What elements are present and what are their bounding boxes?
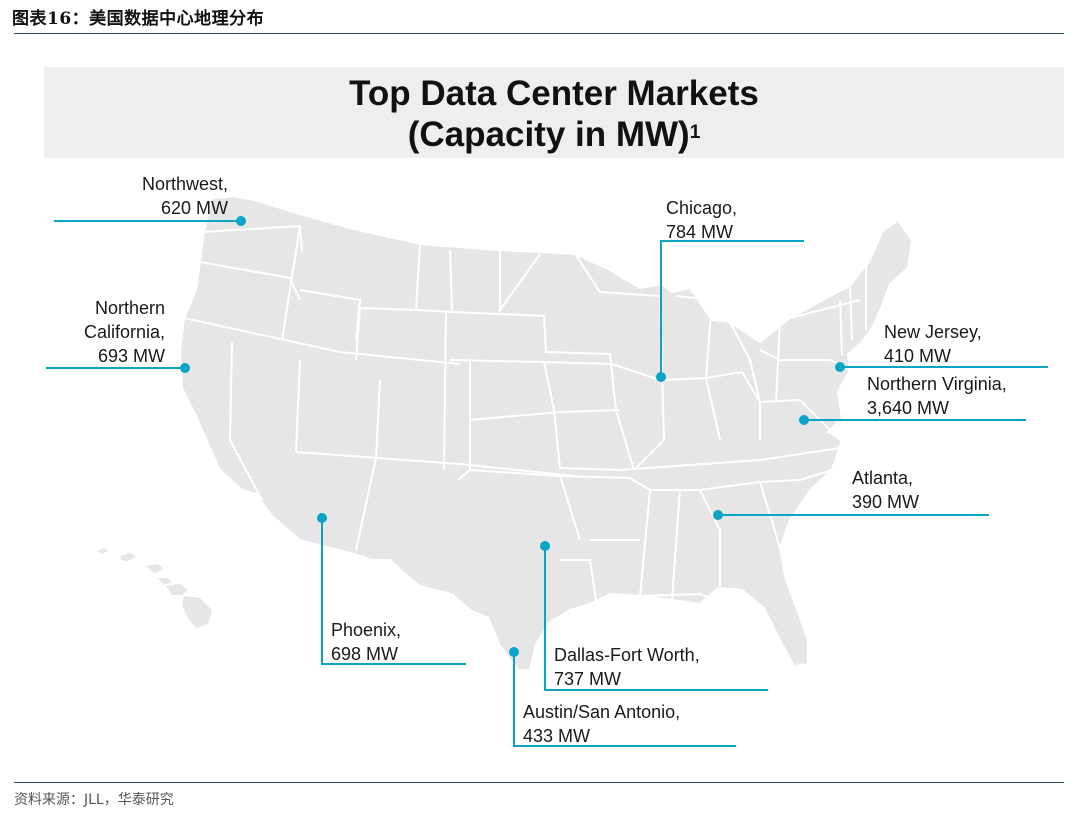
source-note: 资料来源：JLL，华泰研究 [14, 792, 174, 808]
hawaii-island-4 [158, 578, 172, 585]
label-northern-california-capacity: 693 MW [97, 346, 165, 366]
label-phoenix-name: Phoenix, [331, 620, 402, 640]
label-dallas-fort-worth: Dallas-Fort Worth, 737 MW [554, 643, 700, 691]
callout-line-dallas-fort-worth [544, 546, 768, 691]
market-dot-phoenix [317, 513, 327, 523]
market-dot-chicago [656, 372, 666, 382]
market-dot-atlanta [713, 510, 723, 520]
map-title-banner: Top Data Center Markets (Capacity in MW)… [44, 67, 1064, 158]
market-dot-new-jersey [835, 362, 845, 372]
market-dot-dallas-fort-worth [540, 541, 550, 551]
callout-line-phoenix [321, 518, 466, 665]
label-atlanta-capacity: 390 MW [852, 492, 920, 512]
label-austin-san-antonio: Austin/San Antonio, 433 MW [523, 700, 680, 748]
map-title: Top Data Center Markets (Capacity in MW)… [44, 73, 1064, 155]
top-rule [14, 33, 1064, 34]
hawaii-island-big [182, 596, 212, 628]
label-new-jersey: New Jersey, 410 MW [884, 320, 982, 368]
map-title-line2-text: (Capacity in MW) [407, 115, 690, 154]
hawaii-island-2 [120, 553, 136, 561]
map-title-line2: (Capacity in MW)1 [44, 114, 1064, 155]
label-phoenix-capacity: 698 MW [331, 644, 399, 664]
label-austin-san-antonio-name: Austin/San Antonio, [523, 702, 681, 722]
label-northern-california-name-1: Northern [94, 298, 165, 318]
state-borders [183, 224, 867, 605]
figure-title-text: 美国数据中心地理分布 [89, 9, 265, 29]
label-chicago-capacity: 784 MW [666, 222, 734, 242]
map-title-line1: Top Data Center Markets [349, 74, 759, 113]
market-dot-northern-california [180, 363, 190, 373]
figure-label: 图表16： [12, 9, 90, 29]
callout-line-austin-san-antonio [513, 652, 736, 747]
label-northwest-capacity: 620 MW [160, 198, 228, 218]
hawaii-island-3 [146, 564, 164, 573]
label-northern-virginia: Northern Virginia, 3,640 MW [867, 372, 1007, 420]
label-new-jersey-capacity: 410 MW [884, 346, 952, 366]
map-title-footnote: 1 [689, 122, 701, 143]
market-dot-northwest [236, 216, 246, 226]
label-phoenix: Phoenix, 698 MW [331, 618, 401, 666]
figure-title: 图表16：美国数据中心地理分布 [12, 4, 264, 29]
label-new-jersey-name: New Jersey, [884, 322, 982, 342]
hawaii-island-1 [97, 548, 108, 554]
market-callouts [46, 216, 1048, 747]
contiguous-us-shape [178, 194, 914, 671]
label-northwest: Northwest, 620 MW [142, 172, 228, 220]
label-atlanta: Atlanta, 390 MW [852, 466, 919, 514]
label-northwest-name: Northwest, [141, 174, 228, 194]
label-austin-san-antonio-capacity: 433 MW [523, 726, 591, 746]
callout-line-chicago [660, 240, 804, 377]
label-dallas-fort-worth-name: Dallas-Fort Worth, [554, 645, 700, 665]
label-northern-california-name-2: California, [83, 322, 165, 342]
hawaii-island-5 [166, 584, 188, 595]
label-dallas-fort-worth-capacity: 737 MW [554, 669, 622, 689]
bottom-rule [14, 782, 1064, 783]
market-dot-austin-san-antonio [509, 647, 519, 657]
label-chicago: Chicago, 784 MW [666, 196, 737, 244]
us-landmass [97, 194, 914, 671]
label-chicago-name: Chicago, [666, 198, 738, 218]
label-atlanta-name: Atlanta, [852, 468, 914, 488]
label-northern-california: Northern California, 693 MW [84, 296, 165, 368]
label-northern-virginia-capacity: 3,640 MW [867, 398, 950, 418]
label-northern-virginia-name: Northern Virginia, [867, 374, 1007, 394]
market-dot-northern-virginia [799, 415, 809, 425]
